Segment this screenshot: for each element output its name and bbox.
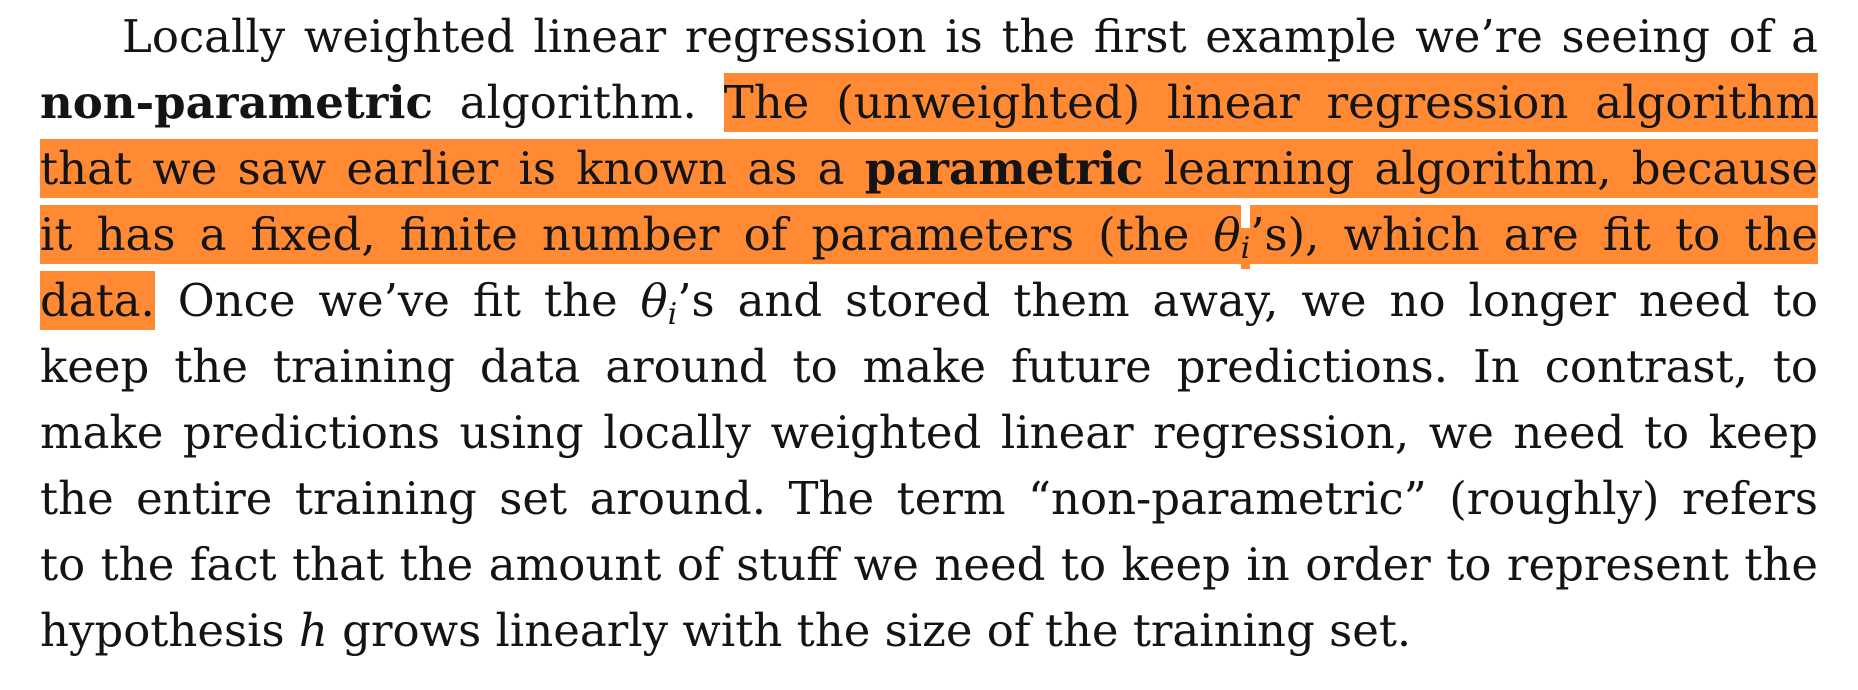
text-line-10: hypothesis h grows linearly with the siz…: [40, 598, 1818, 664]
document-paragraph: Locally weighted linear regression is th…: [40, 4, 1818, 664]
highlighted-text: ’s), which are fit to the: [1250, 205, 1818, 264]
text-segment: Once we’ve fit the: [154, 274, 641, 327]
text-segment: algorithm.: [432, 76, 724, 129]
highlighted-text: The (unweighted) linear regression algor…: [723, 73, 1818, 132]
highlighted-bold-term: parametric: [864, 139, 1144, 198]
highlighted-text: data.: [40, 271, 155, 330]
text-line-9: to the fact that the amount of stuff we …: [40, 532, 1818, 598]
text-segment: make predictions using locally weighted …: [40, 406, 1818, 459]
math-symbol: θ: [1213, 205, 1241, 264]
text-segment: keep the training data around to make fu…: [40, 340, 1818, 393]
text-segment: the entire training set around. The term…: [40, 472, 1818, 525]
text-line-3: that we saw earlier is known as a parame…: [40, 136, 1818, 202]
text-line-2: non-parametric algorithm. The (unweighte…: [40, 70, 1818, 136]
text-segment: to the fact that the amount of stuff we …: [40, 538, 1818, 591]
highlighted-text: it has a fixed, finite number of paramet…: [40, 205, 1214, 264]
text-segment: grows linearly with the size of the trai…: [327, 604, 1412, 657]
text-segment: Locally weighted linear regression is th…: [122, 10, 1818, 63]
text-segment: ’s and stored them away, we no longer ne…: [677, 274, 1819, 327]
text-line-4: it has a fixed, finite number of paramet…: [40, 202, 1818, 269]
text-line-5: data. Once we’ve fit the θi’s and stored…: [40, 268, 1818, 334]
math-symbol: θ: [640, 274, 668, 327]
highlighted-text: learning algorithm, because: [1143, 139, 1818, 198]
highlighted-text: that we saw earlier is known as a: [40, 139, 865, 198]
text-line-1: Locally weighted linear regression is th…: [40, 4, 1818, 70]
text-line-7: make predictions using locally weighted …: [40, 400, 1818, 466]
text-segment: hypothesis: [40, 604, 299, 657]
text-line-8: the entire training set around. The term…: [40, 466, 1818, 532]
bold-term: non-parametric: [40, 76, 433, 129]
math-symbol: h: [298, 604, 328, 657]
math-subscript: i: [1240, 228, 1251, 269]
text-line-6: keep the training data around to make fu…: [40, 334, 1818, 400]
math-subscript: i: [667, 297, 678, 332]
